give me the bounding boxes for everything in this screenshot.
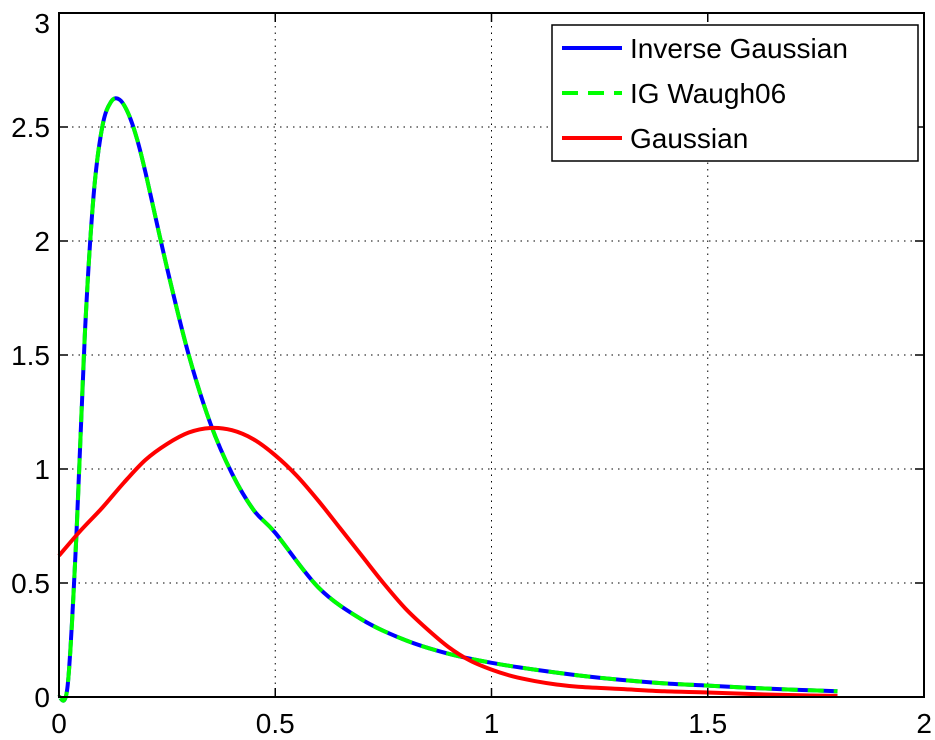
legend: Inverse Gaussian IG Waugh06 Gaussian	[551, 24, 919, 162]
series-layer	[57, 96, 838, 703]
y-tick-label: 2.5	[11, 112, 50, 143]
x-tick-label: 2	[916, 708, 932, 739]
y-tick-label: 1	[34, 454, 50, 485]
series-line-gaussian	[57, 425, 838, 698]
ticks-layer: 0 0.5 1 1.5 2 0 0.5 1 1.5 2 2.5 3	[11, 8, 932, 739]
x-tick-label: 0	[51, 708, 67, 739]
grid-layer	[59, 13, 924, 697]
legend-label: Inverse Gaussian	[630, 33, 848, 64]
y-tick-label: 0	[34, 682, 50, 713]
y-tick-label: 0.5	[11, 568, 50, 599]
series-line-inverse-gaussian	[57, 96, 838, 703]
x-tick-label: 0.5	[256, 708, 295, 739]
legend-label: Gaussian	[630, 123, 748, 154]
x-tick-label: 1.5	[688, 708, 727, 739]
y-tick-label: 1.5	[11, 340, 50, 371]
y-tick-label: 2	[34, 226, 50, 257]
series-line-ig-waugh06	[57, 96, 838, 703]
legend-label: IG Waugh06	[630, 78, 786, 109]
y-tick-label: 3	[34, 8, 50, 39]
x-tick-label: 1	[484, 708, 500, 739]
